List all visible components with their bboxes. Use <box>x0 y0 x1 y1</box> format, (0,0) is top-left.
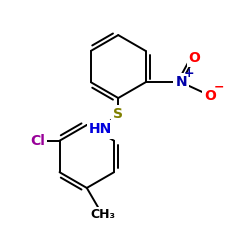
Text: N: N <box>175 75 187 89</box>
Text: S: S <box>113 107 123 121</box>
Text: +: + <box>184 67 194 80</box>
Text: HN: HN <box>89 122 112 136</box>
Text: Cl: Cl <box>30 134 45 148</box>
Text: CH₃: CH₃ <box>90 208 115 222</box>
Text: O: O <box>204 89 216 103</box>
Text: O: O <box>189 50 200 64</box>
Text: −: − <box>214 80 225 93</box>
